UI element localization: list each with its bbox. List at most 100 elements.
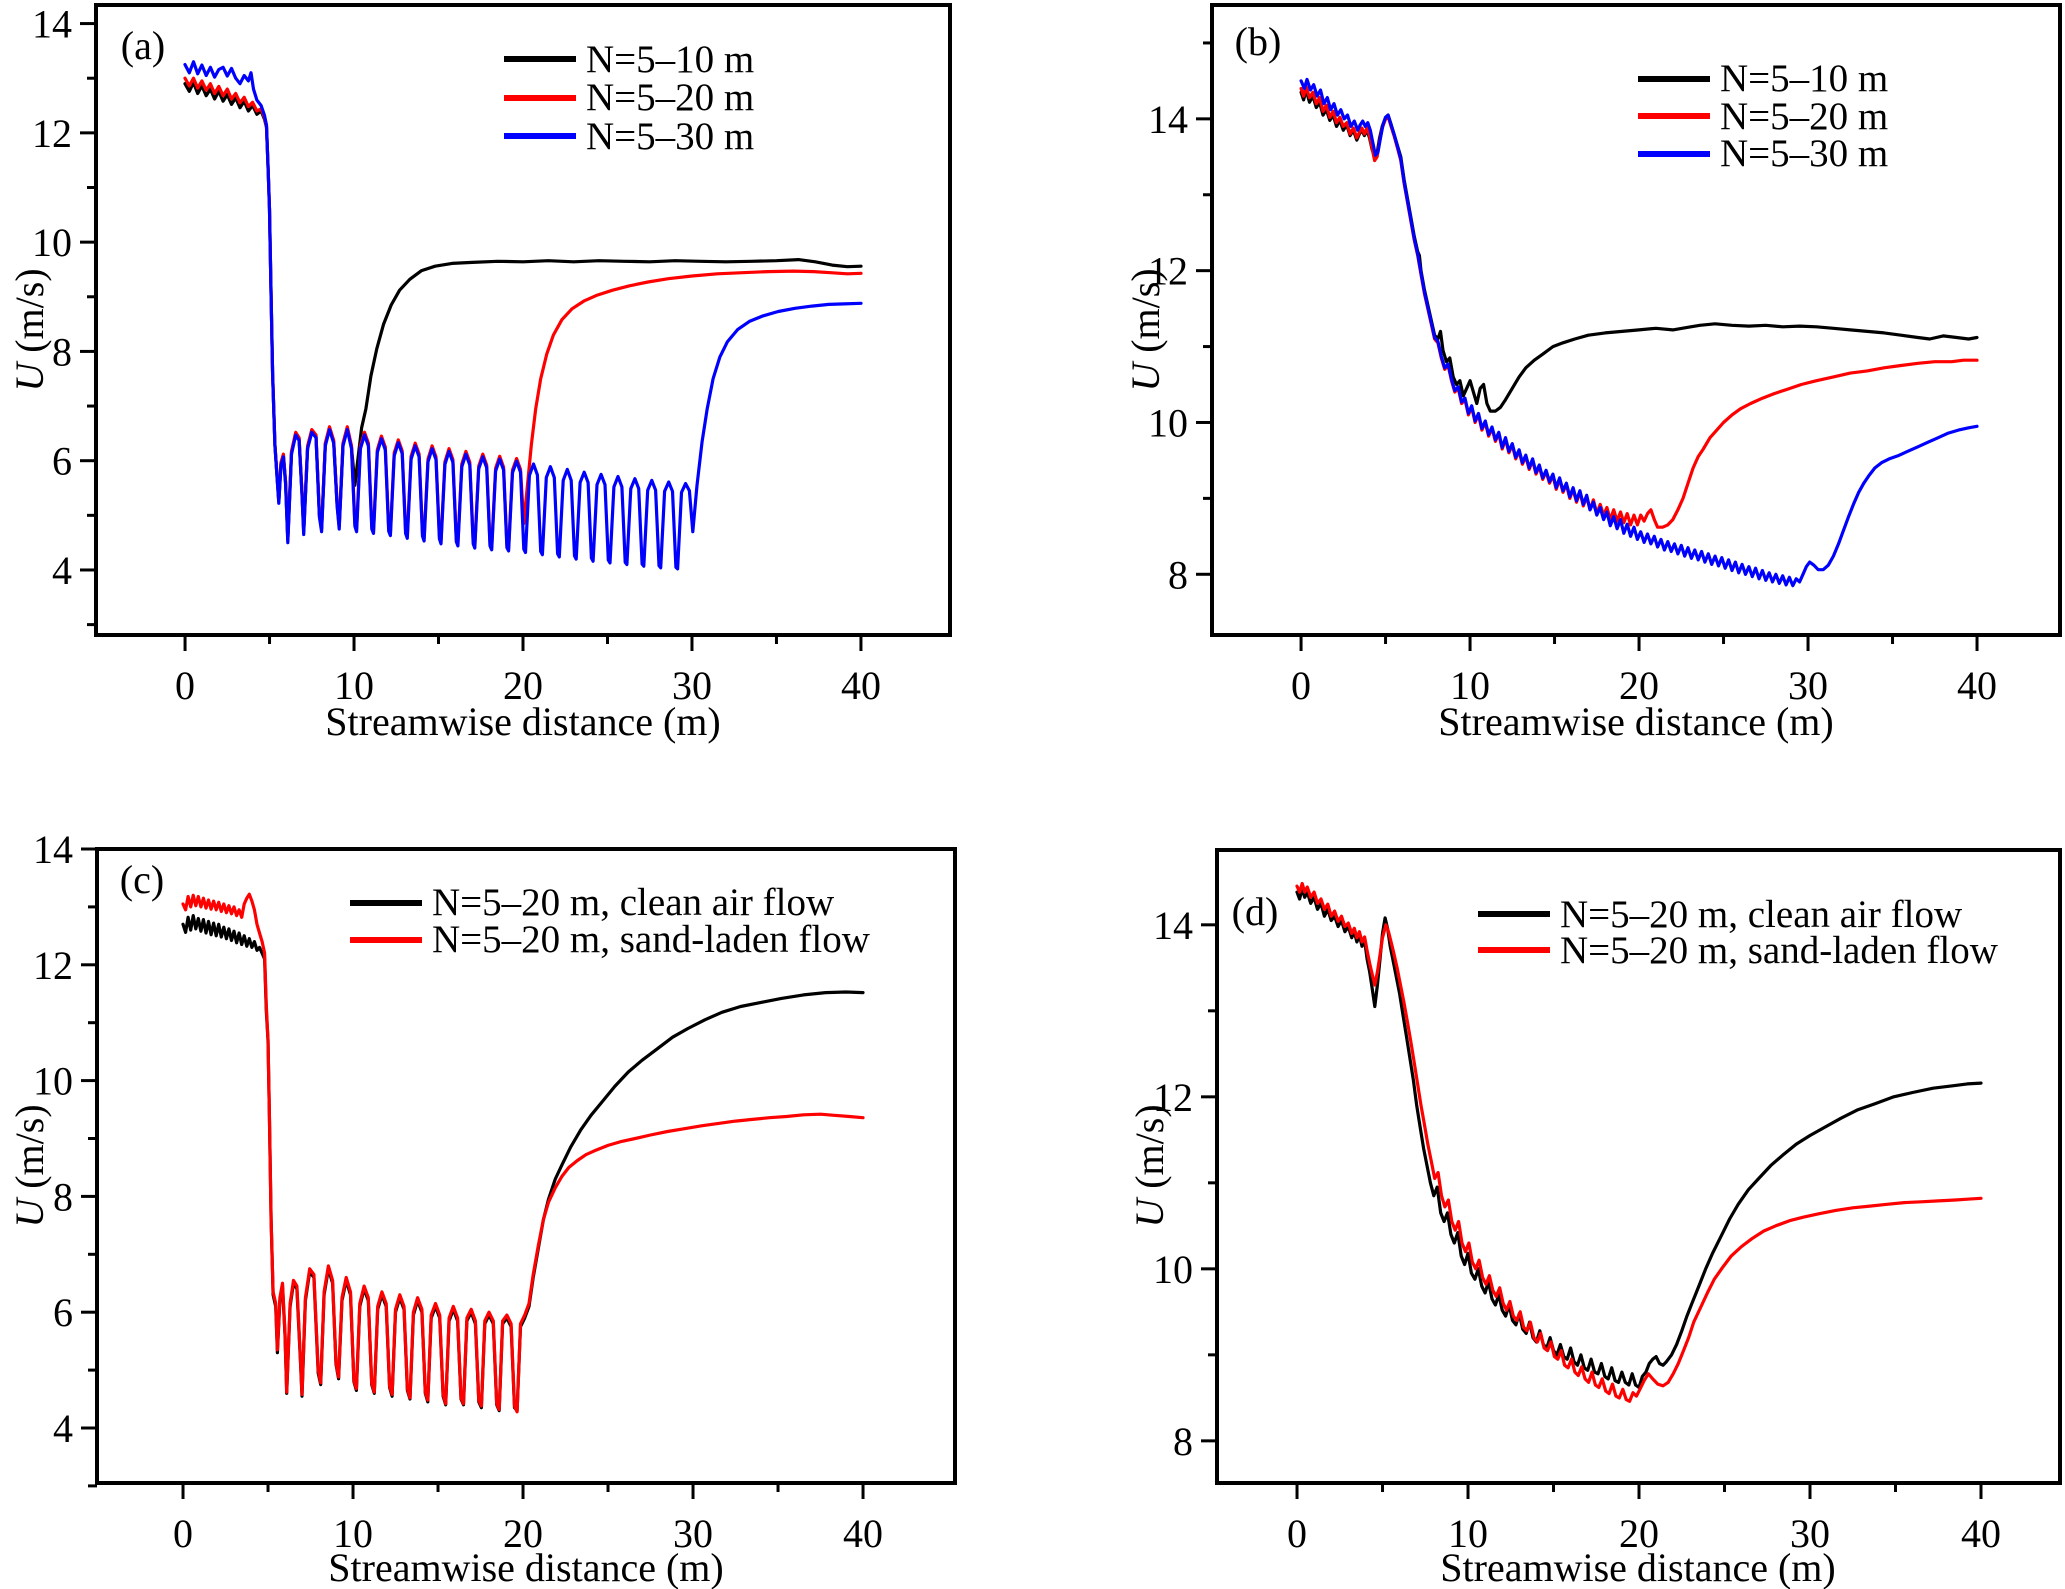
svg-text:14: 14 bbox=[32, 2, 72, 47]
legend-line-swatch bbox=[1638, 150, 1710, 157]
legend-item: N=5–30 m bbox=[504, 117, 754, 156]
svg-text:0: 0 bbox=[173, 1511, 193, 1556]
legend-line-swatch bbox=[350, 936, 422, 943]
svg-text:12: 12 bbox=[32, 111, 72, 156]
svg-text:14: 14 bbox=[1148, 97, 1188, 142]
legend-label: N=5–20 m, sand-laden flow bbox=[432, 918, 870, 961]
svg-text:6: 6 bbox=[52, 439, 72, 484]
panel-b: 0 10 20 30 40 8 10 12 14 (b) U (m/s) Streamwise … bbox=[1032, 0, 2065, 794]
legend-item: N=5–10 m bbox=[504, 40, 754, 79]
plot-area-b: 0 10 20 30 40 8 10 12 14 bbox=[1148, 3, 2062, 708]
svg-text:30: 30 bbox=[1790, 1511, 1830, 1556]
svg-text:8: 8 bbox=[1168, 552, 1188, 597]
panel-c: 0 10 20 30 40 4 6 8 10 12 14 (c) U (m/s) Streamwis… bbox=[0, 794, 1032, 1589]
svg-text:12: 12 bbox=[1148, 249, 1188, 294]
y-axis-title-a: U (m/s) bbox=[5, 180, 55, 480]
svg-text:12: 12 bbox=[1153, 1075, 1193, 1120]
panel-letter-b: (b) bbox=[1234, 19, 1282, 64]
legend-line-swatch bbox=[504, 133, 576, 140]
legend-line-swatch bbox=[1478, 911, 1550, 917]
legend-label: N=5–30 m bbox=[1720, 132, 1889, 176]
panel-a: 0 10 20 30 40 4 6 8 10 12 14 (a) U (m/s) Streamwis… bbox=[0, 0, 1032, 794]
svg-text:4: 4 bbox=[52, 548, 72, 593]
legend-d: N=5–20 m, clean air flow N=5–20 m, sand-… bbox=[1478, 892, 1998, 972]
svg-text:0: 0 bbox=[1287, 1511, 1307, 1556]
y-axis-title-unit: (m/s) bbox=[7, 1104, 52, 1199]
y-axis-title-b: U (m/s) bbox=[1121, 180, 1171, 480]
y-axis-title-unit: (m/s) bbox=[1127, 1104, 1172, 1199]
svg-text:20: 20 bbox=[1619, 1511, 1659, 1556]
svg-text:40: 40 bbox=[1961, 1511, 2001, 1556]
svg-text:20: 20 bbox=[1619, 663, 1659, 708]
legend-item: N=5–20 m, sand-laden flow bbox=[1478, 928, 1998, 972]
legend-c: N=5–20 m, clean air flow N=5–20 m, sand-… bbox=[350, 881, 870, 961]
svg-text:40: 40 bbox=[843, 1511, 883, 1556]
legend-label: N=5–10 m bbox=[586, 37, 755, 81]
plot-area-c: 0 10 20 30 40 4 6 8 10 12 14 bbox=[33, 827, 957, 1556]
legend-item: N=5–20 m, clean air flow bbox=[1478, 892, 1998, 936]
svg-text:20: 20 bbox=[503, 663, 543, 708]
y-axis-title-d: U (m/s) bbox=[1125, 1016, 1175, 1316]
legend-item: N=5–20 m, clean air flow bbox=[350, 881, 870, 924]
panel-letter-d: (d) bbox=[1231, 889, 1279, 934]
y-axis-title-italic: U bbox=[7, 1198, 52, 1228]
x-axis-title-d: Streamwise distance (m) bbox=[1440, 1545, 1836, 1589]
legend-label: N=5–20 m bbox=[586, 76, 755, 120]
svg-text:10: 10 bbox=[33, 1059, 73, 1104]
legend-item: N=5–20 m bbox=[1638, 94, 1889, 138]
svg-text:4: 4 bbox=[53, 1406, 73, 1451]
svg-text:10: 10 bbox=[1148, 400, 1188, 445]
legend-label: N=5–20 m, sand-laden flow bbox=[1560, 928, 1998, 972]
y-axis-title-italic: U bbox=[1127, 1198, 1172, 1228]
svg-text:40: 40 bbox=[1957, 663, 1997, 708]
svg-text:0: 0 bbox=[1291, 663, 1311, 708]
legend-label: N=5–10 m bbox=[1720, 57, 1889, 101]
legend-line-swatch bbox=[1478, 947, 1550, 953]
legend-line-swatch bbox=[1638, 113, 1710, 120]
legend-item: N=5–20 m, sand-laden flow bbox=[350, 918, 870, 961]
legend-item: N=5–30 m bbox=[1638, 132, 1889, 176]
panel-d: 0 10 20 30 40 8 10 12 14 (d) U (m/s) Streamwise … bbox=[1032, 794, 2065, 1589]
legend-line-swatch bbox=[504, 94, 576, 101]
plot-area-a: 0 10 20 30 40 4 6 8 10 12 14 bbox=[32, 2, 952, 708]
svg-text:8: 8 bbox=[52, 329, 72, 374]
svg-text:30: 30 bbox=[672, 663, 712, 708]
x-axis-title-b: Streamwise distance (m) bbox=[1438, 699, 1834, 744]
svg-text:10: 10 bbox=[32, 220, 72, 265]
legend-line-swatch bbox=[350, 899, 422, 906]
svg-text:30: 30 bbox=[673, 1511, 713, 1556]
legend-label: N=5–20 m, clean air flow bbox=[432, 881, 835, 924]
svg-text:14: 14 bbox=[33, 827, 73, 872]
x-axis-title-a: Streamwise distance (m) bbox=[325, 699, 721, 744]
plot-area-d: 0 10 20 30 40 8 10 12 14 bbox=[1153, 848, 2062, 1556]
svg-text:10: 10 bbox=[1448, 1511, 1488, 1556]
y-axis-title-unit: (m/s) bbox=[7, 268, 52, 363]
legend-line-swatch bbox=[1638, 75, 1710, 82]
legend-label: N=5–20 m, clean air flow bbox=[1560, 892, 1963, 936]
svg-text:6: 6 bbox=[53, 1290, 73, 1335]
svg-text:8: 8 bbox=[53, 1174, 73, 1219]
svg-text:30: 30 bbox=[1788, 663, 1828, 708]
legend-b: N=5–10 m N=5–20 m N=5–30 m bbox=[1638, 57, 1889, 176]
legend-item: N=5–20 m bbox=[504, 76, 755, 120]
svg-text:8: 8 bbox=[1173, 1419, 1193, 1464]
y-axis-title-italic: U bbox=[1123, 362, 1168, 392]
y-axis-title-c: U (m/s) bbox=[5, 1016, 55, 1316]
legend-label: N=5–30 m bbox=[586, 114, 755, 158]
svg-text:10: 10 bbox=[334, 663, 374, 708]
legend-line-swatch bbox=[504, 56, 576, 63]
svg-text:20: 20 bbox=[503, 1511, 543, 1556]
svg-text:14: 14 bbox=[1153, 903, 1193, 948]
svg-text:10: 10 bbox=[1153, 1247, 1193, 1292]
svg-text:40: 40 bbox=[841, 663, 881, 708]
legend-label: N=5–20 m bbox=[1720, 94, 1889, 138]
svg-text:10: 10 bbox=[1450, 663, 1490, 708]
y-axis-title-unit: (m/s) bbox=[1123, 268, 1168, 363]
y-axis-title-italic: U bbox=[7, 362, 52, 392]
svg-text:0: 0 bbox=[175, 663, 195, 708]
x-axis-title-c: Streamwise distance (m) bbox=[328, 1545, 724, 1589]
legend-a: N=5–10 m N=5–20 m N=5–30 m bbox=[504, 40, 754, 156]
panel-letter-a: (a) bbox=[120, 23, 166, 68]
panel-letter-c: (c) bbox=[119, 857, 165, 902]
